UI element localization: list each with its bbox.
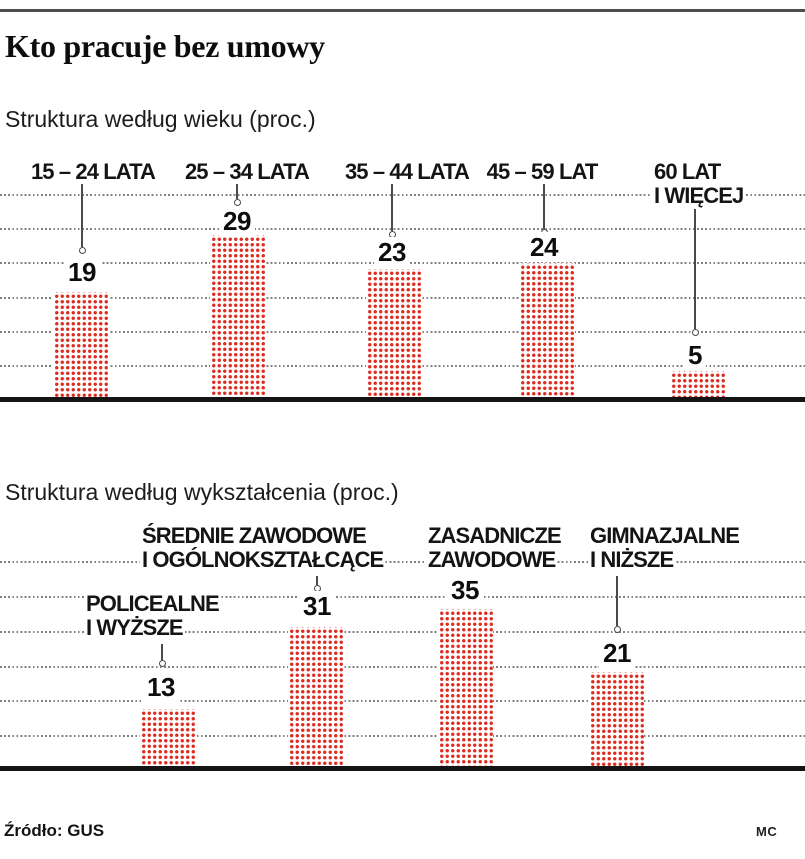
bar-1 [210,235,266,399]
top-rule [0,9,805,12]
category-label-line: ZASADNICZE [426,523,563,548]
dotted-gridline [0,735,805,737]
bar-3 [589,672,644,768]
dotted-gridline [0,596,805,598]
value-label: 19 [64,257,100,287]
leader-endpoint-dot [78,246,86,254]
bar-0 [53,292,109,399]
category-label: ZASADNICZE ZAWODOWE [426,523,563,572]
category-label: 35 – 44 LATA [342,159,472,184]
value-label: 24 [526,232,562,262]
leader-endpoint-dot [233,198,241,206]
leader-line [236,184,238,199]
leader-endpoint-dot [613,625,621,633]
axis-baseline [0,397,805,402]
category-label: 45 – 59 LAT [484,159,600,184]
leader-line [391,184,393,231]
leader-line [81,184,83,247]
value-label: 21 [599,638,635,668]
category-label-line: I NIŻSZE [588,547,676,572]
education-chart-title: Struktura według wykształcenia (proc.) [5,479,399,505]
leader-line [694,209,696,329]
credit-label: MC [756,824,778,839]
value-label: 5 [684,340,706,370]
category-label-line: ZAWODOWE [426,547,558,572]
category-label: GIMNAZJALNE I NIŻSZE [588,523,741,572]
dotted-gridline [0,631,805,633]
value-label: 35 [447,575,483,605]
category-label: 15 – 24 LATA [28,159,158,184]
leader-endpoint-dot [691,328,699,336]
bar-1 [288,627,343,768]
category-label: POLICEALNE I WYŻSZE [84,591,221,640]
category-label-line: GIMNAZJALNE [588,523,741,548]
dotted-gridline [0,228,805,230]
bar-2 [366,269,422,399]
category-label-line: 60 LAT [652,159,723,184]
value-label: 29 [219,206,255,236]
bar-0 [140,709,195,768]
leader-line [616,576,618,626]
category-label: 60 LAT I WIĘCEJ [652,159,746,208]
page-title: Kto pracuje bez umowy [5,28,325,64]
category-label-line: 15 – 24 LATA [28,159,158,184]
category-label-line: I OGÓLNOKSZTAŁCĄCE [140,547,386,572]
leader-endpoint-dot [158,659,166,667]
value-label: 13 [143,672,179,702]
bar-4 [670,371,726,399]
dotted-gridline [0,561,805,563]
leader-line [543,184,545,229]
category-label: ŚREDNIE ZAWODOWE I OGÓLNOKSZTAŁCĄCE [140,523,386,572]
leader-line [316,576,318,585]
value-label: 31 [299,591,335,621]
category-label-line: I WYŻSZE [84,615,185,640]
category-label-line: 35 – 44 LATA [342,159,472,184]
age-chart-title: Struktura według wieku (proc.) [5,106,316,132]
dotted-gridline [0,666,805,668]
dotted-gridline [0,194,805,196]
category-label-line: POLICEALNE [84,591,221,616]
leader-line [161,644,163,660]
value-label: 23 [374,237,410,267]
dotted-gridline [0,700,805,702]
category-label-line: 25 – 34 LATA [182,159,312,184]
source-label: Źródło: GUS [4,821,105,840]
bar-2 [438,609,493,768]
category-label-line: 45 – 59 LAT [484,159,600,184]
category-label: 25 – 34 LATA [182,159,312,184]
category-label-line: ŚREDNIE ZAWODOWE [140,523,368,548]
bar-3 [519,263,575,399]
axis-baseline [0,766,805,771]
category-label-line: I WIĘCEJ [652,183,746,208]
